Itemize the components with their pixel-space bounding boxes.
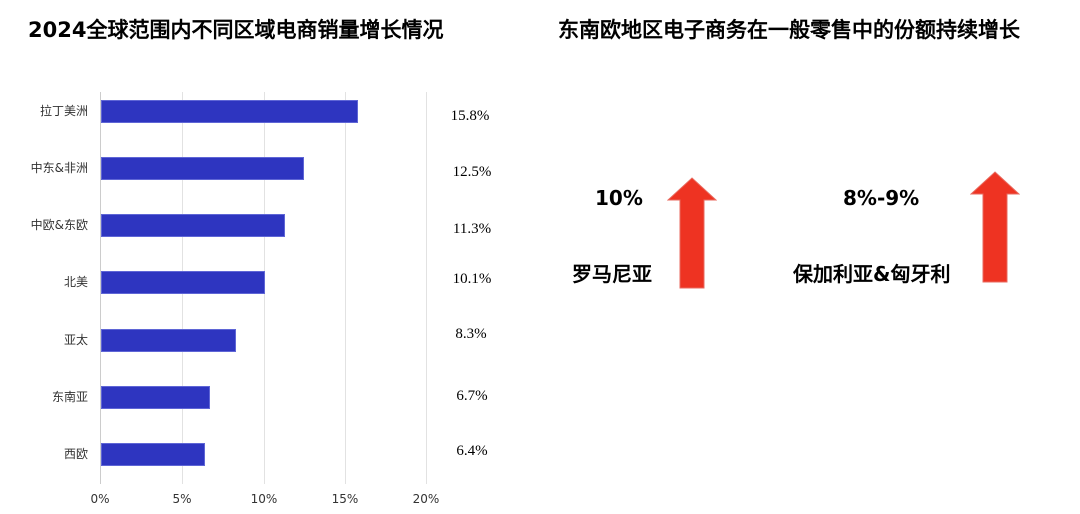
stat-value: 8%-9% [843,186,920,210]
category-label: 东南亚 [51,390,88,404]
panel-title: 东南欧地区电子商务在一般零售中的份额持续增长 [558,18,1020,42]
x-tick-label: 20% [412,492,440,506]
category-label: 中东&非洲 [30,161,88,175]
y-axis-line [100,92,101,484]
value-label: 6.7% [456,388,488,404]
bar [101,386,210,409]
value-label: 8.3% [455,326,487,342]
bar [101,100,358,123]
value-label: 11.3% [452,221,492,237]
stat-label: 保加利亚&匈牙利 [793,262,951,286]
bar [101,271,266,294]
category-label: 亚太 [63,333,88,347]
x-tick-label: 5% [172,492,192,506]
x-tick-label: 0% [90,492,110,506]
bar [101,329,236,352]
value-label: 6.4% [456,443,488,459]
value-label: 10.1% [452,271,492,287]
up-arrow-icon [970,171,1020,283]
value-label: 15.8% [450,108,490,124]
category-label: 西欧 [63,447,88,461]
x-tick-label: 15% [331,492,359,506]
category-label: 拉丁美洲 [39,104,88,118]
bar [101,157,305,180]
value-label: 12.5% [452,164,492,180]
chart-title: 2024全球范围内不同区域电商销量增长情况 [28,18,444,42]
gridline-20 [426,92,427,484]
gridline-15 [345,92,346,484]
category-label: 中欧&东欧 [30,218,88,232]
bar [101,214,285,237]
stat-value: 10% [595,186,643,210]
x-tick-label: 10% [250,492,278,506]
stat-label: 罗马尼亚 [572,262,652,286]
category-label: 北美 [63,275,88,289]
up-arrow-icon [667,177,717,289]
bar [101,443,205,466]
